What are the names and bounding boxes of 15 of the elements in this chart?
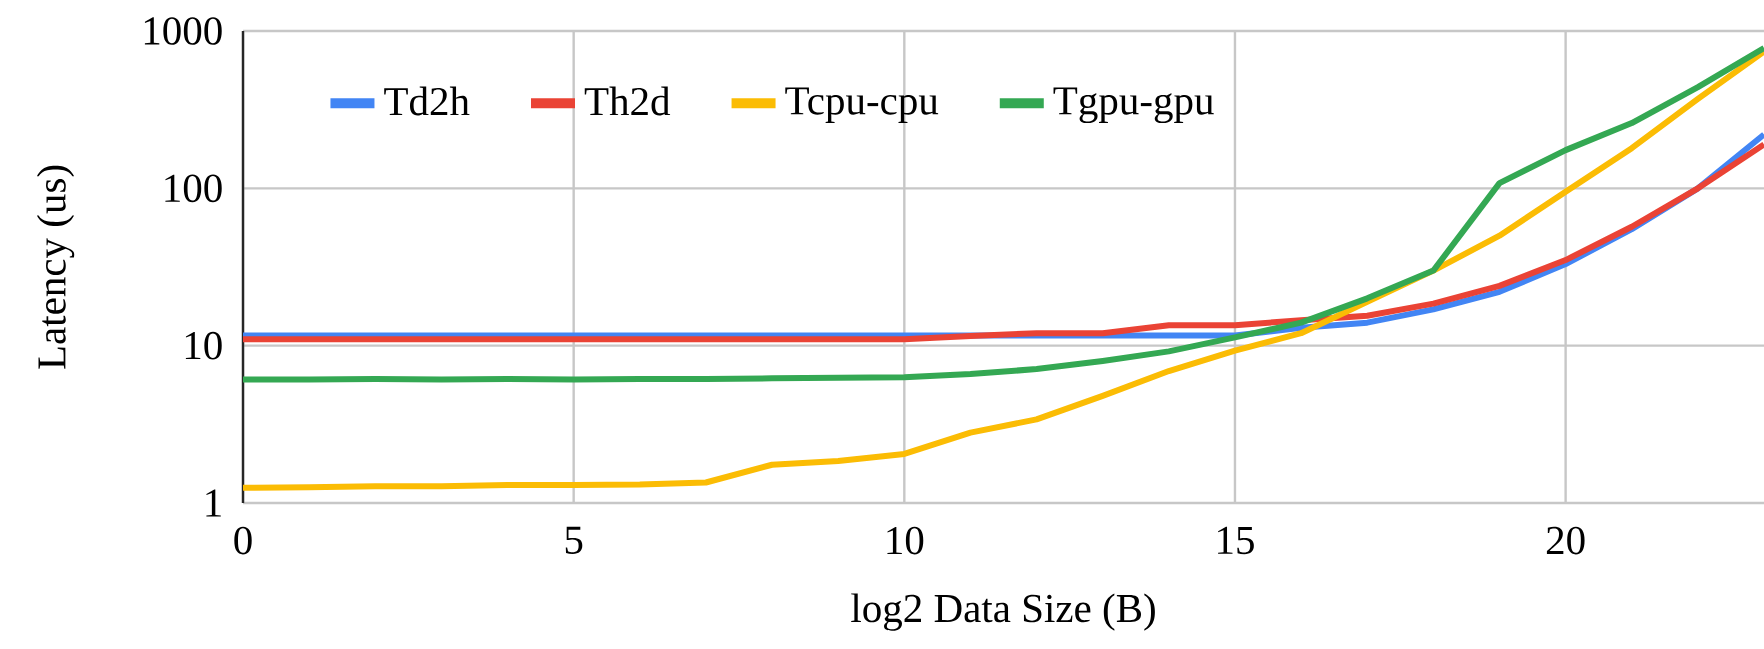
y-tick-label: 1 [206,489,221,517]
y-tick-label: 100 [165,174,222,203]
x-tick-label: 15 [1218,526,1254,555]
x-axis-title: log2 Data Size (B) [851,593,1155,631]
legend-label: Tgpu-gpu [1053,87,1214,124]
x-tick-label: 5 [565,526,583,554]
legend-label: Td2h [384,86,470,116]
legend-label: Th2d [584,86,671,116]
y-tick-label: 10 [185,331,222,360]
x-tick-label: 0 [234,526,252,555]
x-tick-label: 20 [1546,526,1585,555]
x-tick-label: 10 [887,526,924,555]
y-axis-title: Latency (us) [36,165,75,369]
legend-label: Tcpu-cpu [785,87,939,123]
y-tick-label: 1000 [144,17,222,45]
